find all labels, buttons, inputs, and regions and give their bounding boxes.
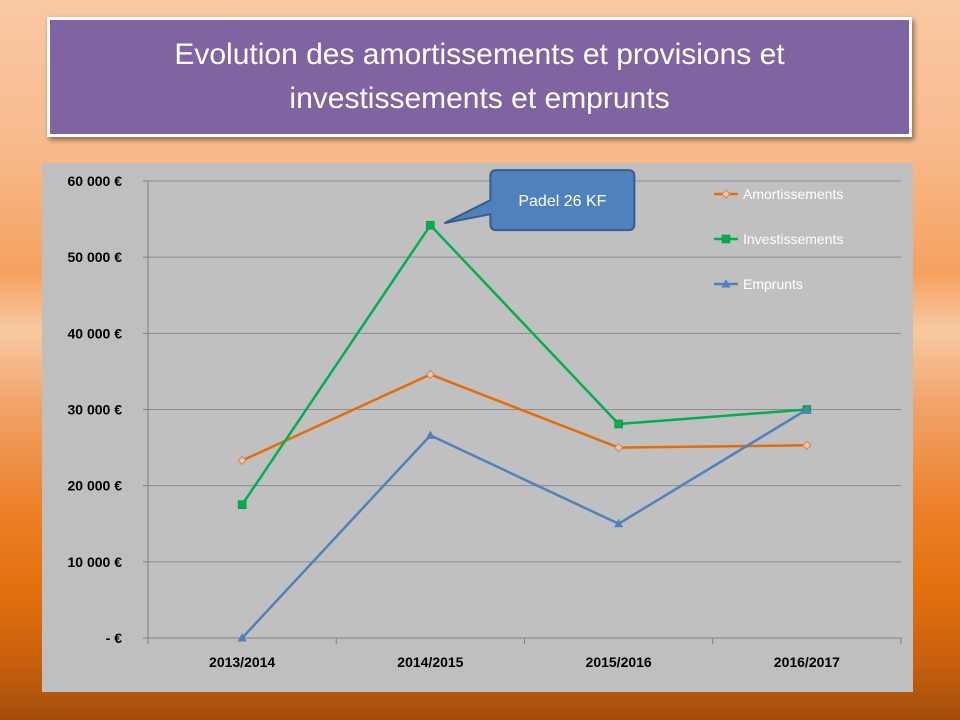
callout-bubble	[443, 169, 636, 232]
x-tick-label: 2016/2017	[774, 654, 840, 670]
y-tick-label: 10 000 €	[68, 554, 123, 570]
y-tick-label: 40 000 €	[68, 325, 123, 341]
series-line-emprunts	[241, 408, 808, 639]
y-tick-label: 30 000 €	[68, 402, 123, 418]
callout-annotation: Padel 26 KF	[443, 169, 636, 232]
title-line-1: Evolution des amortissements et provisio…	[174, 38, 785, 71]
chart-area: - € 10 000 € 20 000 € 30 000 € 40 000 € 50 00…	[42, 163, 913, 692]
legend-label-investissements: Investissements	[743, 231, 843, 247]
legend-label-amortissements: Amortissements	[743, 186, 843, 202]
legend-marker-amortissements	[721, 189, 731, 199]
data-point-emprunts	[802, 404, 812, 413]
x-tick-label: 2013/2014	[209, 654, 275, 670]
legend-label-emprunts: Emprunts	[743, 276, 803, 292]
data-point-emprunts	[614, 518, 624, 528]
data-point-amortissements	[237, 455, 247, 466]
series-line-investissements	[241, 223, 807, 506]
data-point-amortissements	[425, 369, 436, 380]
data-point-amortissements	[802, 440, 812, 451]
y-tick-label: 60 000 €	[68, 173, 123, 189]
data-point-investissements	[426, 220, 435, 230]
data-point-emprunts	[425, 430, 435, 439]
data-point-emprunts	[237, 633, 247, 642]
y-tick-label: - €	[106, 630, 123, 646]
x-tick-label: 2014/2015	[397, 654, 463, 670]
x-tick-label: 2015/2016	[586, 654, 652, 670]
legend-marker-investissements	[721, 234, 731, 244]
data-point-investissements	[237, 500, 247, 509]
y-tick-label: 20 000 €	[68, 478, 123, 494]
title-line-2: investissements et emprunts	[289, 82, 670, 115]
callout-label: Padel 26 KF	[518, 193, 606, 210]
data-point-amortissements	[613, 442, 624, 453]
series-line-amortissements	[241, 373, 807, 462]
line-chart: - € 10 000 € 20 000 € 30 000 € 40 000 € 50 00…	[68, 169, 902, 670]
slide-title: Evolution des amortissements et provisio…	[47, 17, 912, 137]
data-point-investissements	[614, 419, 623, 429]
y-tick-label: 50 000 €	[68, 249, 123, 265]
legend-marker-emprunts	[721, 279, 731, 288]
